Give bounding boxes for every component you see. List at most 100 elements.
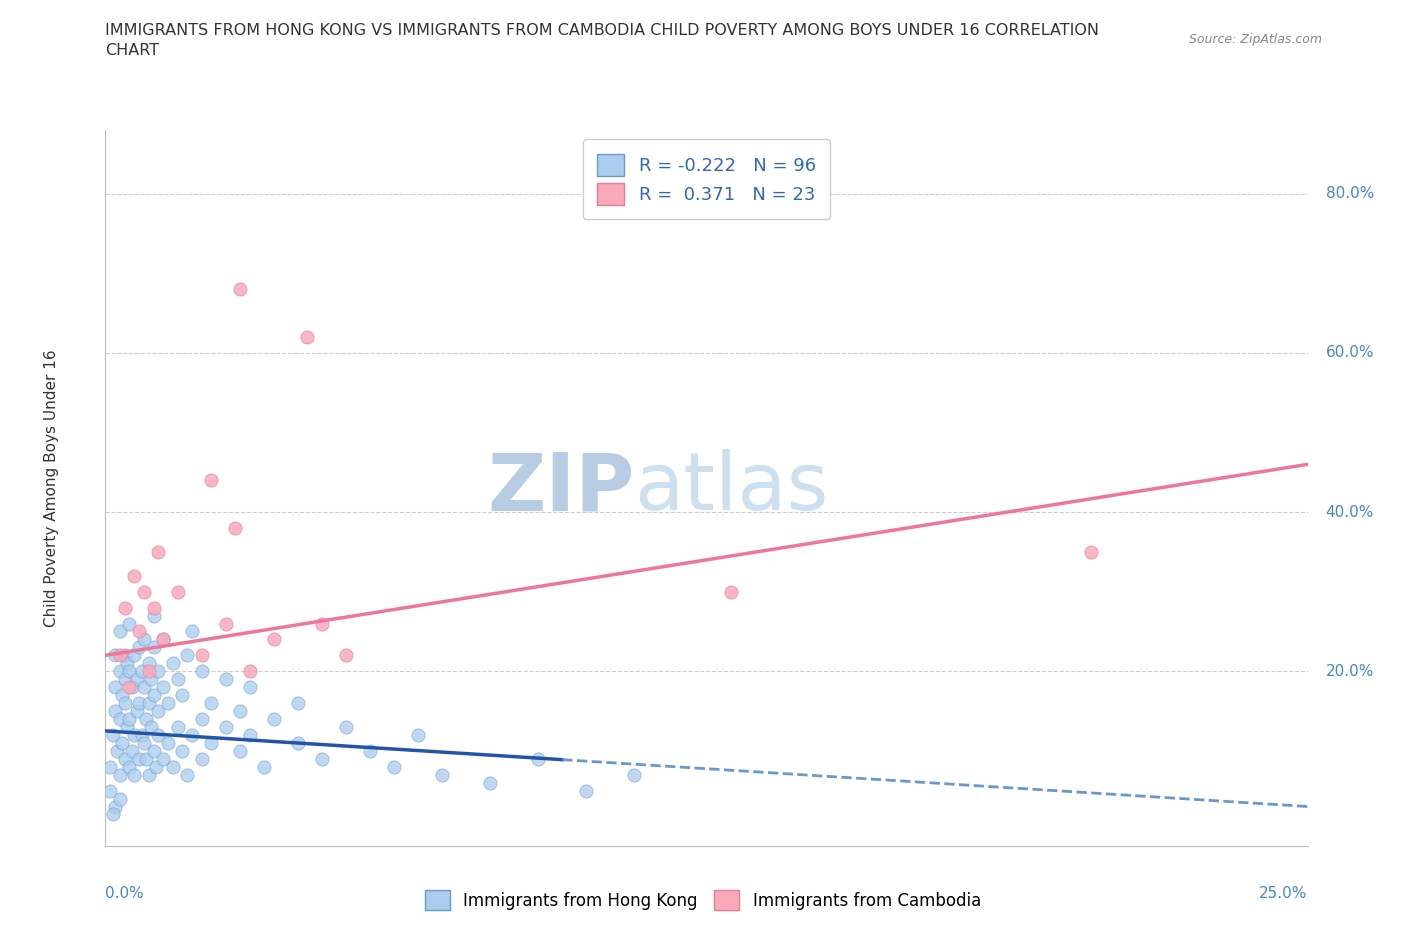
Point (176, 767, 198, 782)
Point (263, 632, 285, 647)
Point (114, 648, 136, 663)
Point (128, 751, 150, 766)
Point (190, 711, 212, 726)
Point (124, 568, 146, 583)
Point (156, 736, 179, 751)
Point (108, 711, 131, 726)
Point (132, 632, 155, 647)
Point (166, 720, 188, 735)
Point (142, 608, 165, 623)
Point (115, 720, 138, 735)
Point (335, 720, 357, 735)
Point (128, 624, 150, 639)
Point (115, 656, 138, 671)
Point (138, 656, 160, 671)
Point (287, 696, 309, 711)
Point (479, 776, 502, 790)
Text: Source: ZipAtlas.com: Source: ZipAtlas.com (1188, 33, 1322, 46)
Point (108, 791, 131, 806)
Point (200, 472, 222, 487)
Point (239, 680, 262, 695)
Point (118, 680, 141, 695)
Point (118, 664, 141, 679)
Point (132, 584, 155, 599)
Point (311, 616, 333, 631)
Point (335, 648, 357, 663)
Point (430, 767, 453, 782)
Point (124, 727, 146, 742)
Text: ZIP: ZIP (486, 449, 634, 527)
Point (138, 767, 160, 782)
Point (114, 671, 136, 686)
Point (98, 783, 121, 798)
Point (111, 736, 134, 751)
Point (124, 648, 146, 663)
Point (101, 807, 124, 822)
Point (142, 640, 165, 655)
Point (107, 743, 129, 758)
Point (406, 727, 429, 742)
Point (108, 648, 131, 663)
Point (138, 664, 160, 679)
Point (135, 711, 157, 726)
Point (1080, 544, 1102, 559)
Point (104, 799, 127, 814)
Point (214, 671, 236, 686)
Point (382, 759, 405, 774)
Point (145, 759, 167, 774)
Point (118, 759, 141, 774)
Point (229, 743, 252, 758)
Point (623, 767, 645, 782)
Point (125, 704, 148, 719)
Point (166, 584, 188, 599)
Point (311, 751, 333, 766)
Point (114, 600, 136, 615)
Point (148, 704, 170, 719)
Point (162, 759, 184, 774)
Point (131, 664, 153, 679)
Point (172, 687, 194, 702)
Point (527, 751, 550, 766)
Point (124, 767, 146, 782)
Text: 20.0%: 20.0% (1326, 664, 1374, 679)
Point (720, 584, 742, 599)
Point (138, 696, 160, 711)
Text: 80.0%: 80.0% (1326, 186, 1374, 202)
Point (118, 711, 141, 726)
Point (297, 329, 319, 344)
Point (152, 680, 174, 695)
Point (98, 759, 121, 774)
Point (166, 671, 188, 686)
Point (229, 704, 252, 719)
Point (108, 767, 131, 782)
Point (239, 727, 262, 742)
Point (190, 664, 212, 679)
Point (190, 751, 212, 766)
Legend: R = -0.222   N = 96, R =  0.371   N = 23: R = -0.222 N = 96, R = 0.371 N = 23 (582, 140, 831, 219)
Point (200, 696, 222, 711)
Point (152, 751, 174, 766)
Point (104, 680, 127, 695)
Point (139, 671, 162, 686)
Point (114, 751, 136, 766)
Text: 40.0%: 40.0% (1326, 505, 1374, 520)
Point (239, 664, 262, 679)
Legend: Immigrants from Hong Kong, Immigrants from Cambodia: Immigrants from Hong Kong, Immigrants fr… (419, 884, 987, 917)
Point (181, 624, 204, 639)
Text: 25.0%: 25.0% (1260, 885, 1308, 900)
Point (125, 671, 148, 686)
Point (181, 727, 204, 742)
Point (139, 720, 162, 735)
Point (214, 720, 236, 735)
Point (359, 743, 381, 758)
Point (104, 704, 127, 719)
Point (152, 632, 174, 647)
Point (142, 743, 165, 758)
Point (148, 664, 170, 679)
Text: atlas: atlas (634, 449, 828, 527)
Text: 0.0%: 0.0% (105, 885, 145, 900)
Point (135, 751, 157, 766)
Point (172, 743, 194, 758)
Point (190, 648, 212, 663)
Point (131, 727, 153, 742)
